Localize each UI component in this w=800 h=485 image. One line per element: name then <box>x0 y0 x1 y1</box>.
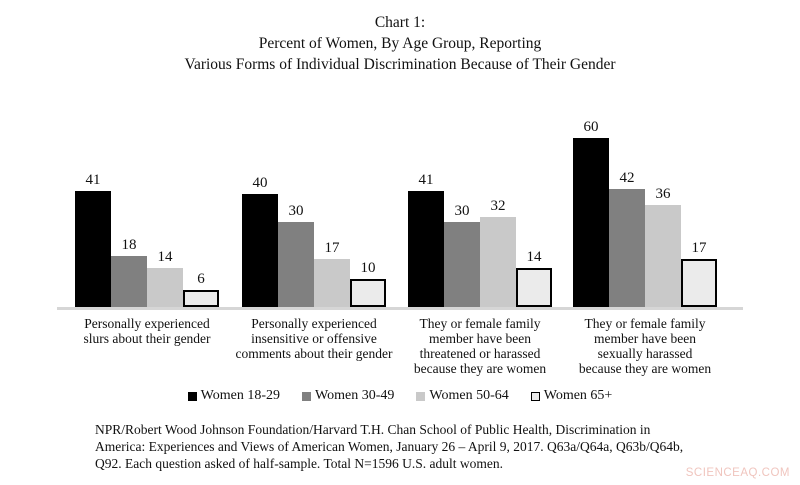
bar-value-label: 6 <box>197 271 205 287</box>
bar-column: 17 <box>314 240 350 307</box>
bar-column: 41 <box>408 172 444 307</box>
bar-column: 32 <box>480 198 516 307</box>
bar-column: 60 <box>573 119 609 307</box>
bar-value-label: 10 <box>360 260 376 276</box>
legend-item-women-30-49: Women 30-49 <box>302 388 394 404</box>
bar-column: 10 <box>350 260 386 307</box>
bar-value-label: 41 <box>85 172 101 188</box>
bar-value-label: 17 <box>691 240 707 256</box>
watermark-text: SCIENCEAQ.COM <box>685 467 790 479</box>
source-footnote-line-3: Q92. Each question asked of half-sample.… <box>95 456 503 471</box>
bar <box>444 222 480 307</box>
bar-column: 30 <box>444 203 480 307</box>
category-label: Personally experienced slurs about their… <box>83 316 211 346</box>
bar <box>645 205 681 307</box>
bar <box>480 217 516 307</box>
bar <box>408 191 444 307</box>
source-footnote-line-1: NPR/Robert Wood Johnson Foundation/Harva… <box>95 422 651 437</box>
bar-column: 40 <box>242 175 278 307</box>
legend-marker-women-30-49 <box>302 391 312 401</box>
bar-value-label: 18 <box>121 237 137 253</box>
legend: Women 18-29 Women 30-49 Women 50-64 Wome… <box>0 388 800 404</box>
category-label: Personally experienced insensitive or of… <box>235 316 393 361</box>
bar-column: 41 <box>75 172 111 307</box>
bar-value-label: 40 <box>252 175 268 191</box>
bar-column: 17 <box>681 240 717 307</box>
bar-group: 41 30 32 14 <box>408 172 552 307</box>
bar-column: 6 <box>183 271 219 307</box>
chart-title: Chart 1: Percent of Women, By Age Group,… <box>0 12 800 75</box>
bar-value-label: 14 <box>157 249 173 265</box>
category-label: They or female family member have been s… <box>578 316 712 376</box>
bar <box>609 189 645 307</box>
source-footnote: NPR/Robert Wood Johnson Foundation/Harva… <box>95 421 735 472</box>
legend-label-women-18-29: Women 18-29 <box>200 388 281 403</box>
x-axis-line <box>57 307 743 310</box>
bar <box>183 290 219 307</box>
bar-column: 14 <box>516 249 552 307</box>
bar-value-label: 32 <box>490 198 506 214</box>
legend-marker-women-65-plus <box>530 391 540 401</box>
legend-item-women-50-64: Women 50-64 <box>416 388 509 404</box>
bar-value-label: 17 <box>324 240 340 256</box>
chart-title-line-3: Various Forms of Individual Discriminati… <box>184 56 616 73</box>
bar-value-label: 30 <box>454 203 470 219</box>
bar-column: 14 <box>147 249 183 307</box>
bar <box>111 256 147 307</box>
bar-value-label: 41 <box>418 172 434 188</box>
bar <box>681 259 717 307</box>
legend-marker-women-50-64 <box>416 391 426 401</box>
bar-group: 40 30 17 10 <box>242 175 386 307</box>
plot-area: 41 18 14 6 40 30 17 10 41 30 32 14 60 42 36 17 <box>75 119 717 307</box>
bar-column: 42 <box>609 170 645 307</box>
bar <box>242 194 278 307</box>
bar-column: 36 <box>645 186 681 307</box>
bar-group: 60 42 36 17 <box>573 119 717 307</box>
bar-column: 30 <box>278 203 314 307</box>
chart-title-line-1: Chart 1: <box>374 14 426 31</box>
legend-label-women-50-64: Women 50-64 <box>429 388 509 403</box>
legend-item-women-65-plus: Women 65+ <box>530 388 613 404</box>
bar <box>573 138 609 307</box>
legend-label-women-65-plus: Women 65+ <box>543 388 613 403</box>
source-footnote-line-2: America: Experiences and Views of Americ… <box>95 439 684 454</box>
bar <box>314 259 350 307</box>
bar-value-label: 60 <box>583 119 599 135</box>
bar-group: 41 18 14 6 <box>75 172 219 307</box>
legend-marker-women-18-29 <box>187 391 197 401</box>
bar <box>350 279 386 307</box>
category-label: They or female family member have been t… <box>413 316 547 376</box>
legend-item-women-18-29: Women 18-29 <box>187 388 281 404</box>
legend-label-women-30-49: Women 30-49 <box>315 388 395 403</box>
bar-column: 18 <box>111 237 147 307</box>
bar <box>75 191 111 307</box>
bar-value-label: 36 <box>655 186 671 202</box>
chart-title-line-2: Percent of Women, By Age Group, Reportin… <box>258 35 542 52</box>
bar-value-label: 42 <box>619 170 635 186</box>
bar <box>147 268 183 307</box>
bar <box>516 268 552 307</box>
category-axis-labels: Personally experienced slurs about their… <box>0 316 800 382</box>
bar <box>278 222 314 307</box>
bar-value-label: 14 <box>526 249 542 265</box>
bar-value-label: 30 <box>288 203 304 219</box>
